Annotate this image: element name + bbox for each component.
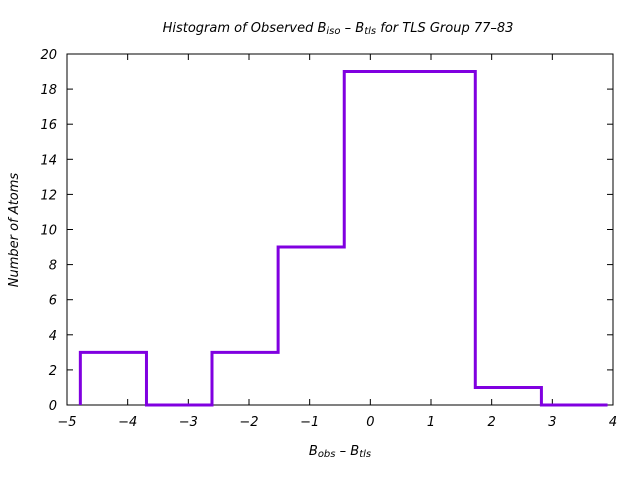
chart-title: Histogram of Observed Biso – Btls for TL… (163, 21, 514, 37)
x-tick-label: −2 (239, 415, 258, 430)
y-tick-label: 0 (49, 399, 57, 414)
x-tick-label: 3 (548, 415, 556, 430)
histogram-outline (78, 70, 608, 407)
y-tick-label: 4 (49, 329, 57, 344)
y-tick-label: 8 (49, 259, 57, 274)
x-tick-label: −1 (300, 415, 319, 430)
x-tick-label: −3 (179, 415, 198, 430)
plot-area-border (66, 53, 614, 406)
x-tick-label: −4 (118, 415, 137, 430)
x-axis: −5 −4 −3 −2 −1 0 1 2 3 4 (57, 54, 617, 430)
y-tick-label: 14 (40, 153, 57, 168)
y-tick-label: 16 (40, 118, 57, 133)
y-axis-label: Number of Atoms (7, 173, 22, 288)
x-tick-label: 1 (427, 415, 435, 430)
x-tick-label: 0 (366, 415, 374, 430)
x-tick-label: 4 (609, 415, 617, 430)
y-axis: 0 2 4 6 8 10 12 14 16 18 20 (40, 48, 613, 414)
y-tick-label: 12 (40, 188, 57, 203)
y-tick-label: 2 (49, 364, 57, 379)
y-tick-label: 20 (40, 48, 57, 63)
x-axis-label: Bobs – Btls (309, 444, 371, 460)
x-tick-label: −5 (57, 415, 76, 430)
x-tick-label: 2 (488, 415, 496, 430)
y-tick-label: 18 (40, 83, 57, 98)
y-tick-label: 10 (40, 224, 57, 239)
y-tick-label: 6 (49, 294, 57, 309)
